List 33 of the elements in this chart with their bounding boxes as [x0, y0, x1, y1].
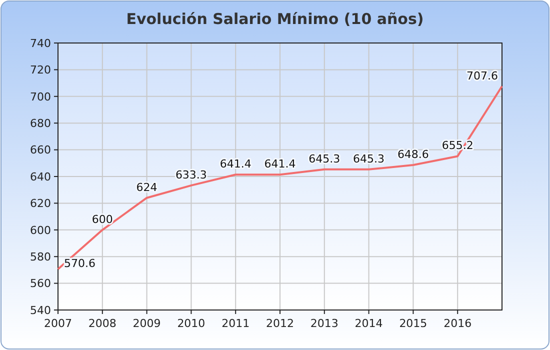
data-label: 645.3: [353, 152, 385, 166]
y-tick-label: 580: [30, 250, 51, 264]
line-series: [57, 85, 503, 270]
y-tick-label: 600: [30, 224, 51, 237]
y-tick-label: 640: [30, 170, 51, 184]
x-tick-label: 2007: [44, 317, 72, 330]
chart-title: Evolución Salario Mínimo (10 años): [126, 10, 424, 28]
data-label: 707.6: [466, 69, 498, 82]
x-tick-label: 2015: [399, 317, 428, 330]
y-tick-label: 680: [30, 116, 51, 130]
x-tick-label: 2016: [444, 317, 472, 330]
y-tick-label: 740: [30, 36, 51, 50]
data-label: 648.6: [397, 148, 429, 162]
x-tick-label: 2014: [354, 317, 383, 330]
y-tick-label: 540: [30, 304, 51, 317]
y-tick-label: 560: [30, 277, 51, 290]
data-label: 645.3: [308, 152, 340, 166]
y-tick-label: 660: [30, 144, 51, 157]
x-tick-label: 2009: [132, 317, 161, 330]
data-label: 570.6: [64, 257, 96, 270]
data-label: 600: [92, 212, 113, 226]
y-tick-label: 620: [30, 197, 51, 210]
data-label: 624: [136, 180, 158, 194]
y-tick-label: 720: [30, 64, 51, 77]
x-tick-label: 2013: [310, 317, 338, 330]
data-label: 641.4: [264, 158, 296, 171]
y-tick-label: 700: [30, 90, 51, 104]
x-tick-label: 2008: [88, 317, 116, 330]
data-label: 633.3: [175, 168, 207, 182]
data-label: 641.4: [220, 158, 252, 171]
x-tick-label: 2012: [266, 317, 294, 330]
x-tick-label: 2010: [177, 317, 206, 330]
x-tick-label: 2011: [222, 317, 250, 330]
